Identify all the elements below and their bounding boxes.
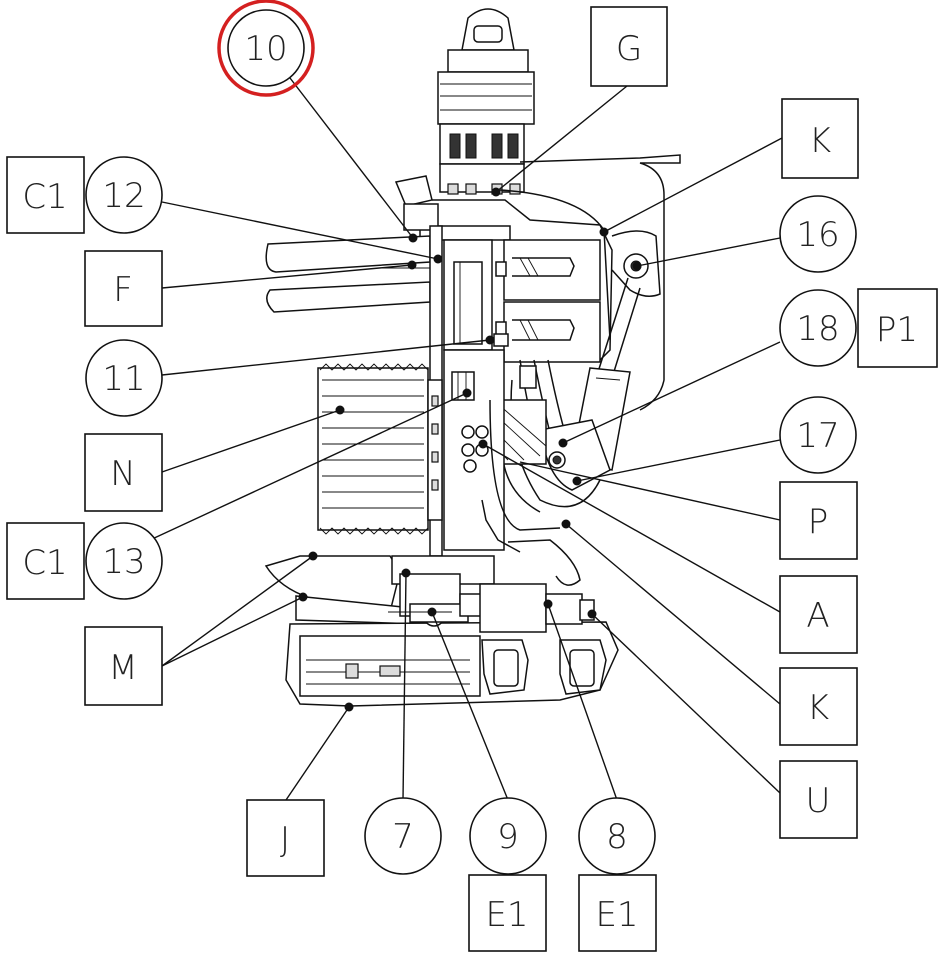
circle-label-17: 17	[796, 416, 839, 456]
box-callout-p: P	[779, 481, 858, 560]
circle-label-12: 12	[102, 176, 145, 216]
box-label-k-bottom: K	[807, 688, 829, 728]
box-callout-u: U	[779, 760, 858, 839]
box-callout-k-top: K	[781, 98, 859, 179]
box-callout-k-bottom: K	[779, 667, 858, 746]
box-callout-g: G	[590, 6, 668, 87]
circle-label-7: 7	[392, 817, 414, 857]
box-label-a: A	[806, 596, 829, 636]
leader-lines	[149, 77, 783, 801]
box-callout-m: M	[84, 626, 163, 706]
circle-label-16: 16	[796, 215, 839, 255]
circle-callout-11: 11	[85, 339, 163, 417]
box-callout-a: A	[779, 575, 858, 654]
circle-callout-18: 18	[779, 289, 857, 367]
box-label-j: J	[280, 820, 290, 860]
machine-illustration	[264, 8, 681, 707]
circle-callout-10: 10	[217, 0, 315, 97]
box-label-n: N	[110, 454, 135, 494]
box-callout-j: J	[246, 799, 325, 877]
box-callout-p1: P1	[857, 288, 938, 368]
box-callout-e1-right: E1	[578, 874, 657, 952]
circle-label-8: 8	[606, 817, 628, 857]
circle-label-13: 13	[102, 542, 145, 582]
circle-label-9: 9	[497, 817, 519, 857]
highlight-ring	[217, 0, 315, 97]
box-label-e1-left: E1	[485, 895, 528, 935]
box-label-u: U	[806, 781, 831, 821]
circle-callout-17: 17	[779, 396, 857, 474]
circle-callout-12: 12	[85, 156, 163, 234]
box-callout-c1-bottom: C1	[6, 522, 85, 600]
circle-label-11: 11	[102, 359, 145, 399]
box-label-k-top: K	[809, 121, 831, 161]
circle-callout-13: 13	[85, 522, 163, 600]
box-callout-e1-left: E1	[468, 874, 547, 952]
connection-dots	[298, 187, 642, 712]
box-label-c1-bottom: C1	[22, 543, 67, 583]
box-callouts: G K C1 F N C1 M P1	[6, 6, 938, 952]
box-label-m: M	[108, 648, 137, 688]
box-label-f: F	[113, 270, 133, 310]
circle-label-10: 10	[244, 29, 287, 69]
circle-callout-16: 16	[779, 195, 857, 273]
box-callout-f: F	[84, 250, 163, 327]
circle-callouts: 10 12 11 13 16 18 17 7	[85, 0, 857, 875]
box-label-p: P	[808, 502, 829, 542]
box-label-c1-top: C1	[22, 177, 67, 217]
circle-callout-8: 8	[578, 797, 656, 875]
circle-callout-9: 9	[469, 797, 547, 875]
box-label-e1-right: E1	[595, 895, 638, 935]
circle-label-18: 18	[796, 309, 839, 349]
box-callout-c1-top: C1	[6, 156, 85, 234]
box-label-p1: P1	[876, 310, 918, 350]
box-callout-n: N	[84, 433, 163, 512]
circle-callout-7: 7	[364, 797, 442, 875]
box-label-g: G	[616, 29, 642, 69]
